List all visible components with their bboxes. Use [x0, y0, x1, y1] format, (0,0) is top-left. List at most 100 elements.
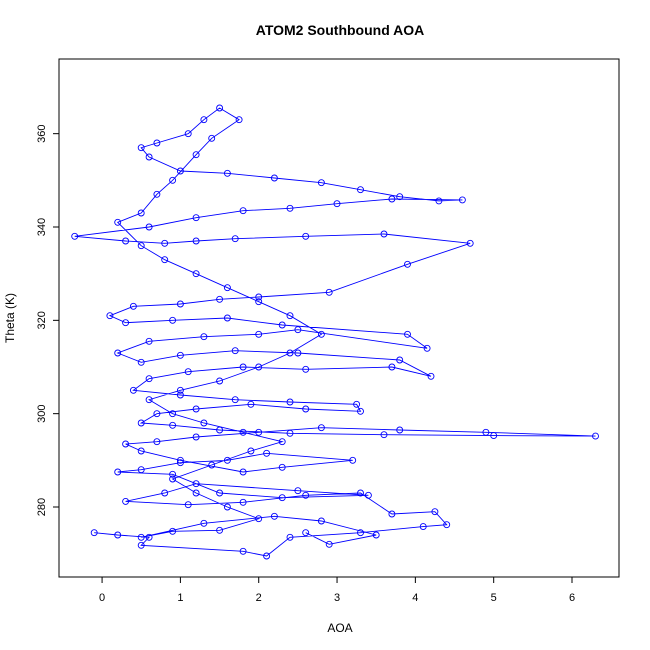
data-point: [223, 503, 231, 511]
data-point: [169, 410, 177, 418]
data-point: [247, 400, 255, 408]
data-point: [286, 312, 294, 320]
data-point: [192, 237, 200, 245]
data-point: [294, 487, 302, 495]
data-point: [192, 214, 200, 222]
data-point: [270, 174, 278, 182]
data-point: [216, 104, 224, 112]
data-point: [137, 209, 145, 217]
data-point: [184, 501, 192, 509]
data-point: [239, 428, 247, 436]
data-point: [137, 144, 145, 152]
y-tick-label: 360: [36, 124, 48, 142]
y-tick-label: 280: [36, 498, 48, 516]
data-point: [286, 349, 294, 357]
data-point: [223, 456, 231, 464]
plot-frame: [58, 58, 620, 578]
data-point: [255, 298, 263, 306]
data-point: [223, 314, 231, 322]
data-point: [294, 326, 302, 334]
data-point: [169, 470, 177, 478]
data-point: [247, 447, 255, 455]
data-point: [169, 176, 177, 184]
data-point: [114, 468, 122, 476]
data-point: [200, 419, 208, 427]
data-point: [325, 288, 333, 296]
data-point: [231, 347, 239, 355]
data-point: [184, 130, 192, 138]
data-point: [122, 237, 130, 245]
data-point: [129, 386, 137, 394]
data-point: [419, 523, 427, 531]
data-point: [223, 284, 231, 292]
data-point: [192, 433, 200, 441]
data-point: [435, 197, 443, 205]
x-tick-label: 1: [177, 592, 183, 604]
data-point: [286, 398, 294, 406]
data-point: [114, 349, 122, 357]
data-point: [122, 319, 130, 327]
data-point: [192, 270, 200, 278]
data-point: [239, 363, 247, 371]
data-point: [216, 426, 224, 434]
data-point: [286, 204, 294, 212]
data-point: [263, 552, 271, 560]
data-point: [380, 431, 388, 439]
data-point: [184, 368, 192, 376]
data-point: [357, 529, 364, 537]
data-point: [325, 540, 333, 548]
data-point: [302, 365, 310, 373]
data-point: [192, 405, 200, 413]
data-point: [431, 508, 439, 516]
data-point: [427, 372, 435, 380]
data-point: [129, 302, 137, 310]
data-point: [302, 491, 310, 499]
data-point: [364, 491, 372, 499]
data-point: [192, 489, 200, 497]
data-point: [192, 480, 200, 488]
chart-title: ATOM2 Southbound AOA: [256, 22, 425, 38]
data-point: [404, 260, 411, 268]
data-point: [153, 438, 161, 446]
data-point: [255, 515, 263, 523]
data-point: [137, 447, 145, 455]
data-point: [200, 333, 208, 341]
data-layer: [71, 104, 599, 560]
y-tick-label: 300: [36, 404, 48, 422]
data-point: [239, 547, 247, 555]
x-tick-label: 5: [491, 592, 497, 604]
data-point: [145, 533, 153, 541]
data-point: [216, 526, 224, 534]
x-axis-label: AOA: [327, 621, 352, 635]
data-point: [357, 186, 364, 194]
data-point: [353, 400, 361, 408]
x-tick-label: 4: [412, 592, 418, 604]
data-point: [380, 230, 388, 238]
x-tick-label: 2: [256, 592, 262, 604]
data-point: [231, 396, 239, 404]
data-point: [239, 207, 247, 215]
data-point: [145, 337, 153, 345]
data-point: [317, 517, 325, 525]
data-point: [176, 167, 184, 175]
data-point: [122, 440, 130, 448]
data-point: [317, 179, 325, 187]
data-point: [208, 134, 216, 142]
x-tick-label: 3: [334, 592, 340, 604]
data-point: [388, 363, 396, 371]
data-point: [388, 510, 396, 518]
data-point: [137, 358, 145, 366]
data-point: [137, 466, 145, 474]
data-point: [396, 193, 404, 201]
data-point: [592, 432, 599, 440]
data-point: [122, 497, 130, 505]
data-point: [161, 239, 169, 247]
data-point: [255, 330, 263, 338]
data-point: [216, 489, 224, 497]
data-point: [223, 169, 231, 177]
data-point: [235, 116, 243, 124]
data-point: [169, 316, 177, 324]
data-point: [192, 151, 200, 159]
data-point: [349, 456, 357, 464]
